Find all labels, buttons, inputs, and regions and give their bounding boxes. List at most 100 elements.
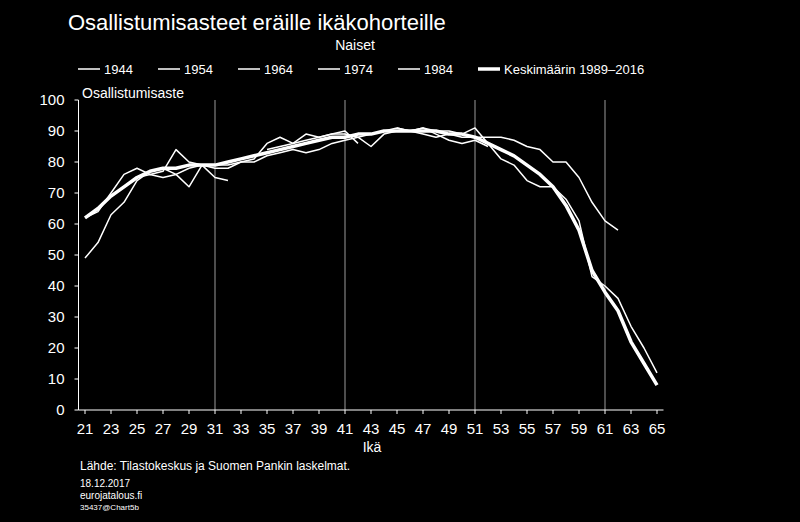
x-tick [293, 410, 294, 414]
x-axis [79, 410, 664, 411]
series-line [85, 131, 358, 218]
x-tick-label: 25 [129, 420, 146, 437]
plot-area [85, 128, 657, 385]
x-tick [527, 410, 528, 414]
grid-line [605, 100, 606, 410]
y-tick-label: 10 [48, 370, 65, 387]
x-tick [111, 410, 112, 414]
y-tick [75, 162, 79, 163]
series-line [85, 131, 657, 385]
y-axis-label: Osallistumisaste [82, 85, 184, 101]
legend-label: Keskimäärin 1989–2016 [504, 62, 644, 77]
y-tick-label: 50 [48, 246, 65, 263]
x-tick-label: 59 [571, 420, 588, 437]
y-tick-label: 0 [56, 401, 64, 418]
x-tick [397, 410, 398, 414]
series-line [85, 165, 228, 258]
y-tick [75, 100, 79, 101]
background [0, 0, 800, 522]
y-tick-label: 60 [48, 215, 65, 232]
x-tick-label: 33 [233, 420, 250, 437]
legend-label: 1944 [104, 62, 133, 77]
x-tick-label: 31 [207, 420, 224, 437]
x-tick-label: 29 [181, 420, 198, 437]
legend-label: 1954 [184, 62, 213, 77]
y-tick [75, 317, 79, 318]
x-tick-label: 35 [259, 420, 276, 437]
x-tick [163, 410, 164, 414]
x-tick-label: 23 [103, 420, 120, 437]
x-tick [189, 410, 190, 414]
x-tick [579, 410, 580, 414]
annotation: 35437@Chart5b [80, 503, 139, 512]
x-tick-label: 65 [649, 420, 666, 437]
x-tick [319, 410, 320, 414]
x-tick-label: 41 [337, 420, 354, 437]
legend-swatch [238, 68, 260, 70]
y-tick [75, 224, 79, 225]
x-tick-label: 63 [623, 420, 640, 437]
x-tick-label: 43 [363, 420, 380, 437]
x-tick [267, 410, 268, 414]
x-tick-label: 21 [77, 420, 94, 437]
x-tick [553, 410, 554, 414]
grid-line [215, 100, 216, 410]
x-tick-label: 47 [415, 420, 432, 437]
y-tick-label: 70 [48, 184, 65, 201]
x-tick [631, 410, 632, 414]
x-tick [85, 410, 86, 414]
legend-label: 1964 [264, 62, 293, 77]
y-tick [75, 193, 79, 194]
x-tick-label: 51 [467, 420, 484, 437]
legend-label: 1974 [344, 62, 373, 77]
source: Lähde: Tilastokeskus ja Suomen Pankin la… [80, 459, 350, 473]
x-tick-label: 37 [285, 420, 302, 437]
legend-swatch [318, 68, 340, 70]
x-tick-label: 49 [441, 420, 458, 437]
x-tick [449, 410, 450, 414]
grid-line [345, 100, 346, 410]
x-tick [657, 410, 658, 414]
x-axis-label: Ikä [363, 439, 382, 455]
legend-label: 1984 [424, 62, 453, 77]
x-tick [423, 410, 424, 414]
series-line [267, 131, 618, 230]
y-tick [75, 348, 79, 349]
y-tick-label: 90 [48, 122, 65, 139]
legend-swatch [158, 68, 180, 70]
x-tick-label: 57 [545, 420, 562, 437]
x-tick-label: 53 [493, 420, 510, 437]
x-tick [371, 410, 372, 414]
legend-swatch [78, 68, 100, 70]
legend-swatch [398, 68, 420, 70]
y-tick-label: 100 [39, 91, 64, 108]
subtitle: Naiset [335, 37, 375, 53]
x-tick-label: 55 [519, 420, 536, 437]
x-tick-label: 45 [389, 420, 406, 437]
y-tick-label: 80 [48, 153, 65, 170]
y-tick-label: 20 [48, 339, 65, 356]
y-tick-label: 30 [48, 308, 65, 325]
x-tick [137, 410, 138, 414]
x-tick [501, 410, 502, 414]
annotation: 18.12.2017 [80, 478, 130, 489]
x-tick [215, 410, 216, 414]
annotation: eurojatalous.fi [80, 490, 142, 501]
x-tick [475, 410, 476, 414]
x-tick [605, 410, 606, 414]
y-tick [75, 379, 79, 380]
y-tick [75, 131, 79, 132]
grid-line [475, 100, 476, 410]
y-tick [75, 410, 79, 411]
y-tick-label: 40 [48, 277, 65, 294]
chart: Osallistumisasteet eräille ikäkohorteill… [0, 0, 800, 522]
y-tick [75, 286, 79, 287]
x-tick [241, 410, 242, 414]
y-axis [78, 100, 79, 410]
y-tick [75, 255, 79, 256]
x-tick-label: 61 [597, 420, 614, 437]
legend-swatch [478, 67, 500, 71]
x-tick [345, 410, 346, 414]
title: Osallistumisasteet eräille ikäkohorteill… [68, 10, 446, 35]
x-tick-label: 27 [155, 420, 172, 437]
